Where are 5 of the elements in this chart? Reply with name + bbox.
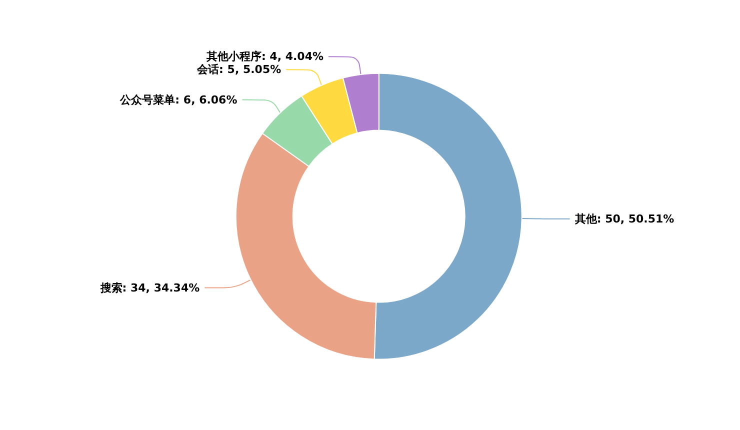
slice-label: 搜索: 34, 34.34% <box>99 281 200 294</box>
slice-label: 公众号菜单: 6, 6.06% <box>119 93 238 106</box>
slice-label: 会话: 5, 5.05% <box>196 63 282 76</box>
slice-label: 其他: 50, 50.51% <box>574 212 674 226</box>
slice-label: 其他小程序: 4, 4.04% <box>205 50 324 64</box>
